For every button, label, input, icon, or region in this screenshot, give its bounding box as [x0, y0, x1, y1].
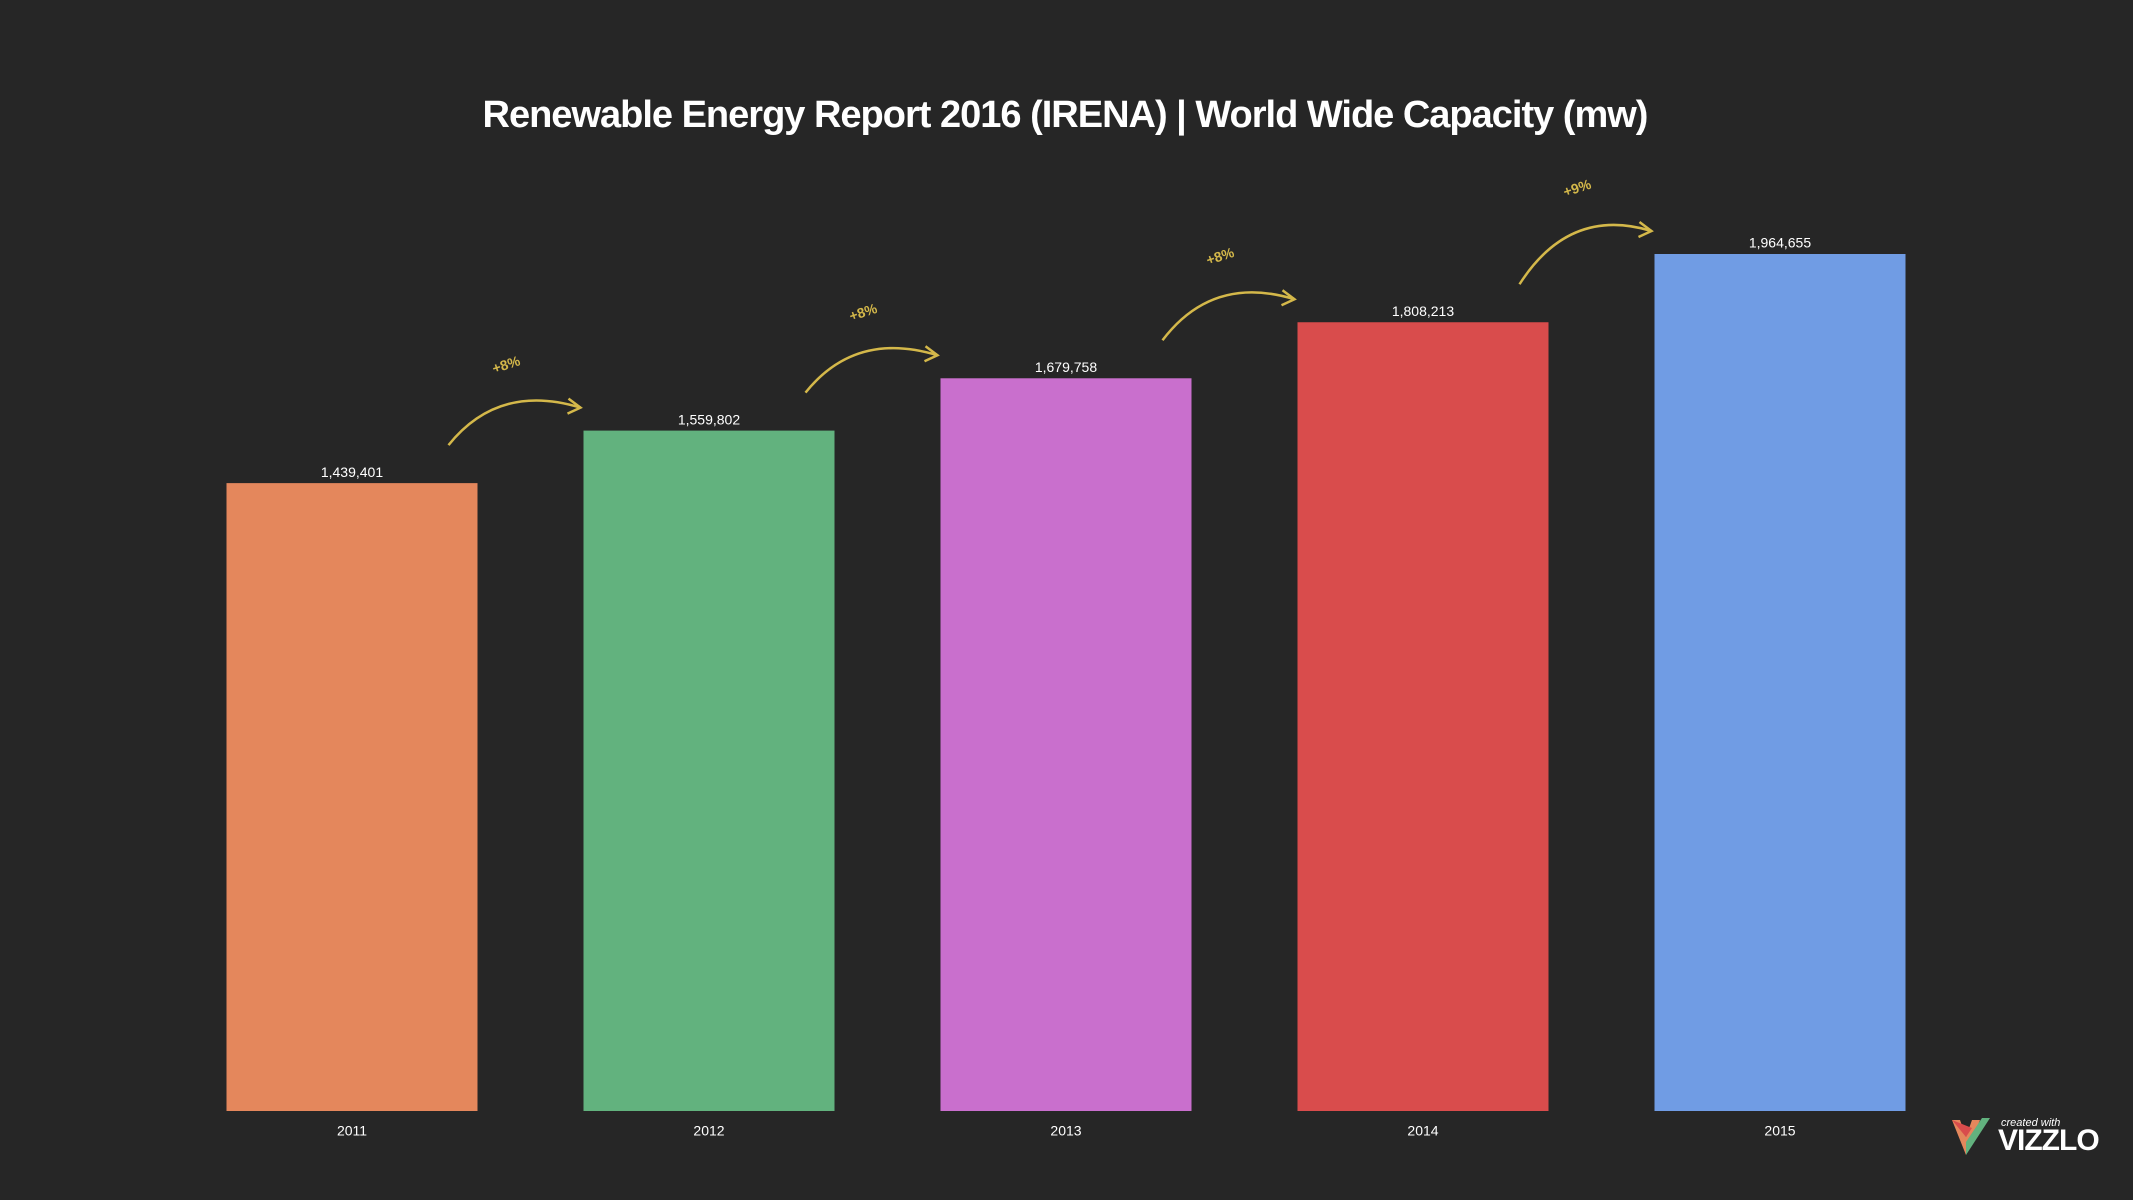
value-label: 1,679,758 [1035, 359, 1097, 375]
logo-accent [1952, 1120, 1972, 1137]
growth-arrow [804, 346, 938, 394]
x-tick-label: 2014 [1407, 1123, 1438, 1139]
value-label: 1,964,655 [1749, 235, 1811, 251]
x-tick-label: 2011 [337, 1123, 367, 1139]
x-tick-label: 2012 [693, 1123, 724, 1139]
growth-arrow [447, 399, 581, 446]
branding-name: VIZZLO [1998, 1124, 2099, 1157]
bar [1297, 322, 1549, 1111]
branding-caption: created with [2001, 1117, 2060, 1129]
x-tick-label: 2013 [1050, 1123, 1081, 1139]
bar [226, 483, 478, 1111]
chart-title: Renewable Energy Report 2016 (IRENA) | W… [483, 94, 1648, 136]
x-tick-label: 2015 [1764, 1123, 1795, 1139]
branding: created with VIZZLO [1952, 1117, 2100, 1157]
growth-arrowhead [923, 345, 940, 363]
value-label: 1,439,401 [321, 464, 383, 480]
growth-arrowhead [1637, 221, 1654, 239]
bar [583, 430, 835, 1112]
value-label: 1,808,213 [1392, 303, 1454, 319]
growth-arrowhead [1280, 289, 1297, 307]
bar [1654, 254, 1906, 1111]
bar [940, 378, 1192, 1111]
logo-right [1966, 1118, 1990, 1155]
value-label: 1,559,802 [678, 411, 740, 427]
growth-arrow [1518, 223, 1652, 285]
growth-arrowhead [566, 397, 583, 415]
growth-arrow [1161, 291, 1295, 342]
logo-left [1952, 1120, 1980, 1155]
